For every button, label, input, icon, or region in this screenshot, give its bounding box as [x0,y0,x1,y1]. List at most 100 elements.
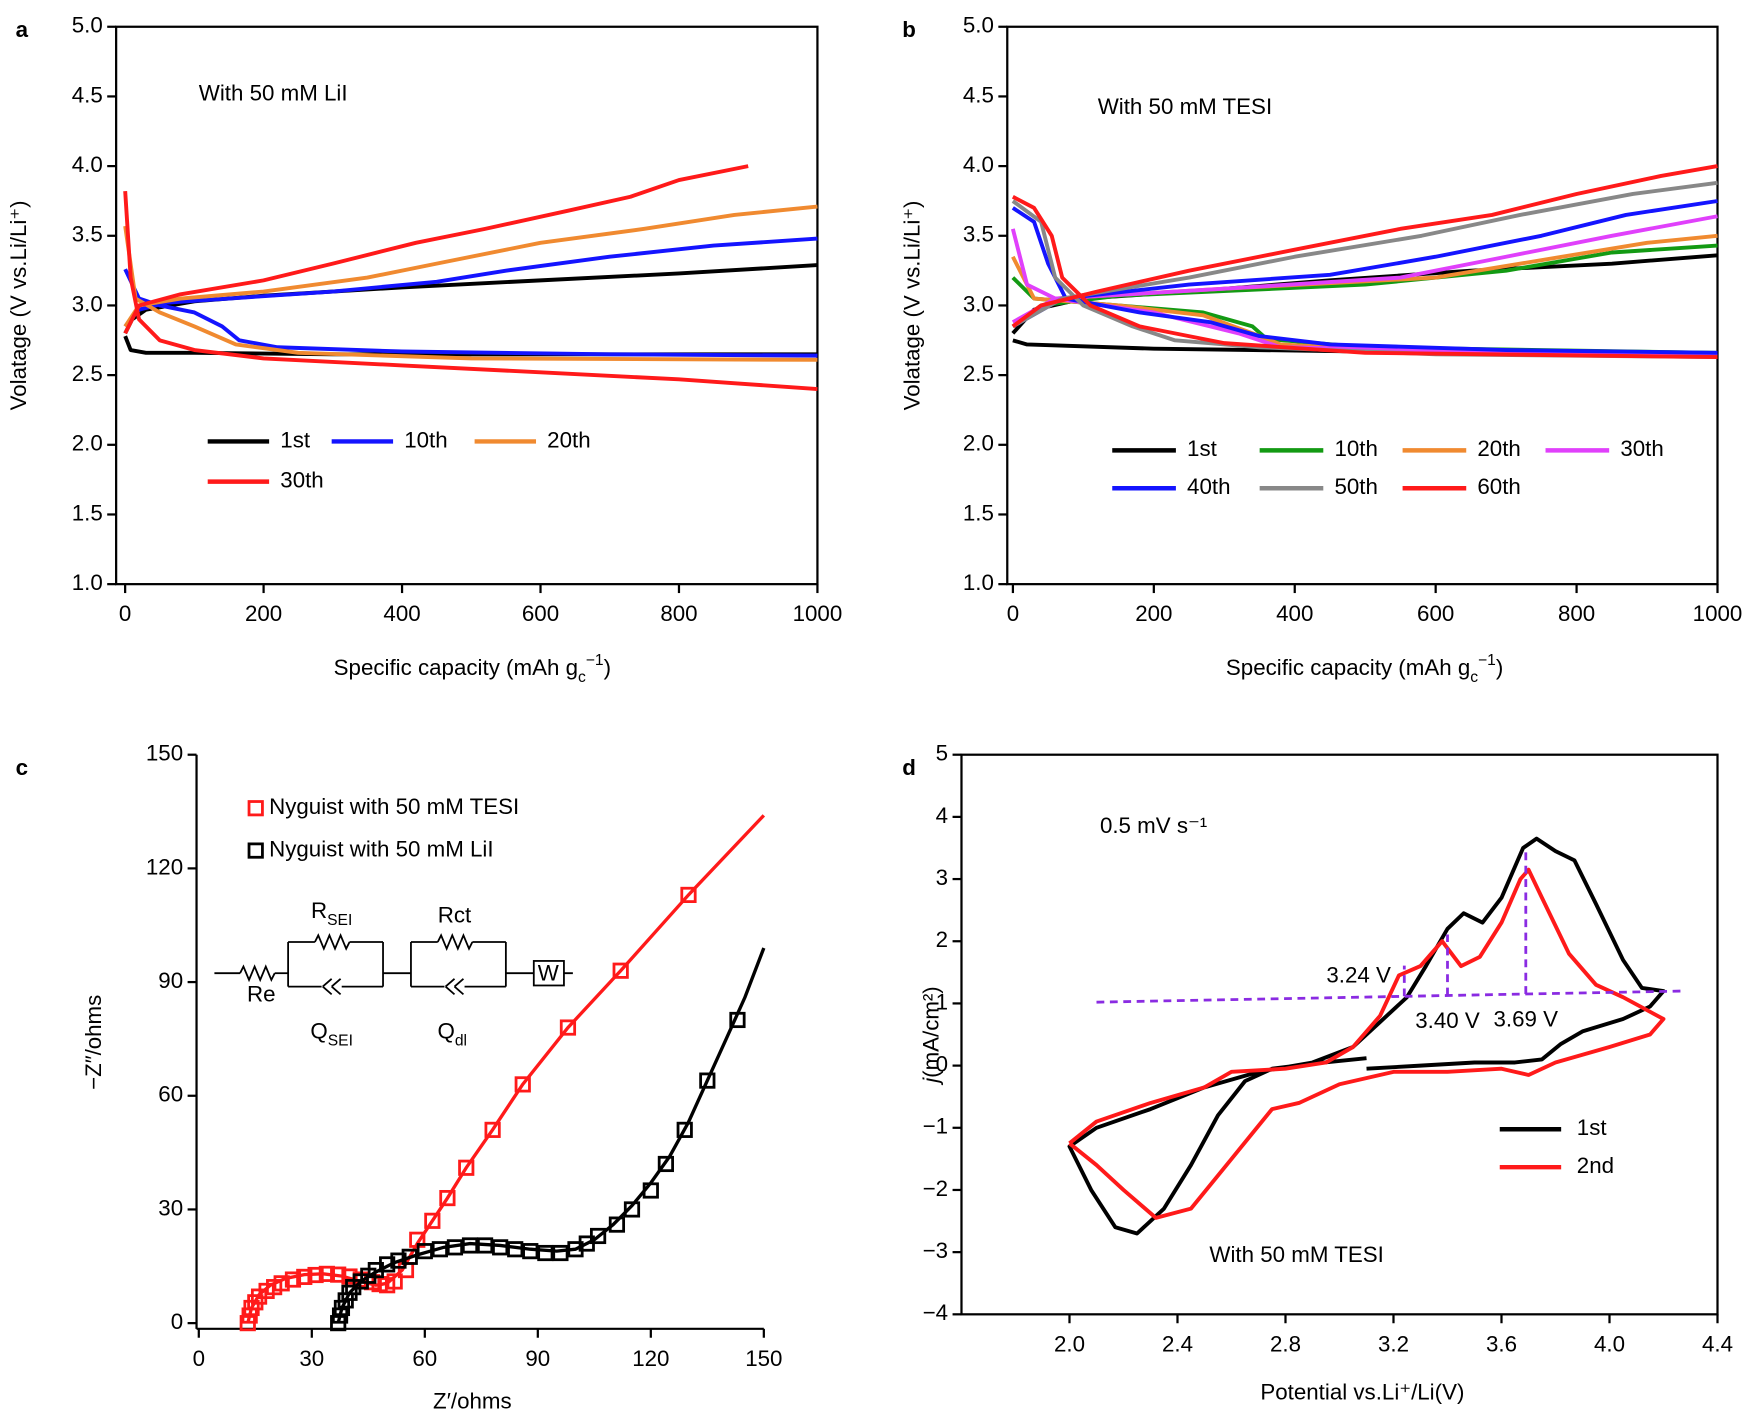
data-line [1011,164,1718,360]
y-tick-label: 4 [936,803,948,828]
y-axis-label: j(mA/cm²) [918,986,943,1086]
x-tick-label: 4.4 [1702,1331,1733,1356]
data-point [612,962,629,979]
text-part: Specific capacity (mAh g [334,655,578,680]
data-line [1068,867,1666,1220]
text-part: c [578,668,586,685]
y-tick-label: 3.5 [963,222,994,247]
x-tick-label: 4.0 [1594,1331,1625,1356]
y-tick-label: 5.0 [72,13,103,38]
data-point [699,1072,716,1089]
circuit-wire [410,941,507,988]
y-tick-label: 30 [158,1195,183,1220]
x-tick-label: 60 [412,1346,437,1371]
data-point [431,1241,448,1258]
x-tick-label: 30 [299,1346,324,1371]
data-point [559,1019,577,1036]
x-axis-label: Specific capacity (mAh gc−1) [334,652,611,686]
y-tick-label: 4.0 [72,152,103,177]
x-axis-label: Specific capacity (mAh gc−1) [1226,652,1503,686]
data-point [657,1155,674,1173]
y-tick-label: 0 [171,1309,183,1334]
data-point [484,1121,501,1138]
data-point [424,1212,441,1229]
y-axis-label: Volatage (V vs.Li/Li⁺) [6,201,31,411]
peak-baseline [1096,989,1683,1004]
text-part: j [918,1077,943,1086]
annotation: With 50 mM LiI [199,81,348,106]
text-part: Re [247,981,276,1006]
panel-label: d [902,755,916,780]
y-tick-label: 3.0 [72,291,103,316]
text-part: SEI [327,912,352,929]
x-tick-label: 2.0 [1054,1331,1085,1356]
data-point [330,1266,347,1283]
legend-label: 30th [1620,436,1663,461]
circuit-label: QSEI [310,1018,353,1049]
text-part: −1 [1478,652,1496,669]
x-tick-label: 90 [525,1346,550,1371]
text-part: Rct [438,902,472,927]
data-point [386,1273,403,1290]
x-tick-label: 150 [745,1346,782,1371]
y-tick-label: 4.5 [72,82,103,107]
data-point [379,1256,396,1273]
data-line [1067,836,1666,1236]
data-point [642,1182,659,1199]
y-tick-label: 1.0 [72,570,103,595]
legend-marker [247,800,264,817]
x-tick-label: 200 [245,601,282,626]
y-tick-label: 2.0 [963,431,994,456]
y-tick-label: 3.5 [72,222,103,247]
legend-label: 1st [1187,436,1218,461]
y-tick-label: −3 [923,1238,948,1263]
text-part: c [1470,668,1478,685]
text-part: ) [604,655,611,680]
circuit-label: RSEI [311,898,352,929]
x-tick-label: 800 [660,601,697,626]
y-tick-label: 0 [936,1052,948,1077]
x-tick-label: 2.8 [1270,1331,1301,1356]
data-point [458,1159,475,1176]
data-point [439,1189,456,1207]
data-point [608,1216,626,1233]
y-tick-label: 5.0 [963,13,994,38]
y-tick-label: −4 [923,1300,948,1325]
circuit-label: Qdl [438,1018,468,1049]
plot-frame [960,753,1719,1316]
peak-label: 3.40 V [1415,1008,1480,1033]
data-point [284,1271,302,1288]
text-part: dl [455,1032,467,1049]
panel-label: c [16,755,28,780]
circuit-wire [444,978,465,996]
y-tick-label: −2 [923,1176,948,1201]
x-tick-label: 200 [1135,601,1172,626]
data-point [676,1121,693,1138]
legend-label: 1st [1577,1115,1608,1140]
data-point [401,1248,418,1265]
data-point [476,1237,494,1254]
y-tick-label: 1.5 [963,500,994,525]
y-tick-label: 90 [158,968,183,993]
x-tick-label: 1000 [1693,601,1743,626]
y-tick-label: 2.0 [72,431,103,456]
data-point [296,1268,313,1285]
data-point [492,1239,509,1256]
circuit-box [532,960,565,987]
x-tick-label: 3.6 [1486,1331,1517,1356]
y-tick-label: 4.5 [963,82,994,107]
x-tick-label: 600 [1417,601,1454,626]
panel-label: a [16,17,29,42]
legend-label: 60th [1477,474,1520,499]
data-point [729,1011,746,1029]
data-point [307,1266,324,1284]
y-tick-label: 2.5 [963,361,994,386]
y-tick-label: 3 [936,865,948,890]
y-tick-label: 1.0 [963,570,994,595]
legend-label: 50th [1334,474,1377,499]
x-tick-label: 400 [383,601,420,626]
y-tick-label: 3.0 [963,291,994,316]
legend-marker [247,842,264,859]
text-part: (mA/cm²) [918,986,943,1078]
